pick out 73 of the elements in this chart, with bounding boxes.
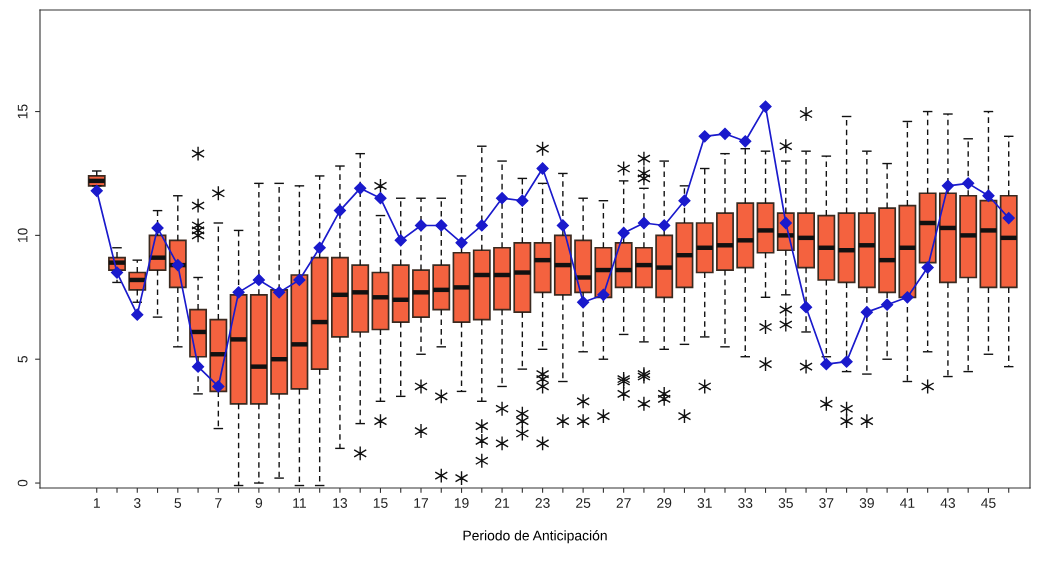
x-tick-label: 21 [495,498,510,508]
point [212,380,225,393]
point [556,219,569,232]
point [313,241,326,254]
x-tick-label: 3 [133,498,141,508]
x-tick-label: 19 [454,498,469,508]
point [1002,211,1015,225]
point [698,130,711,143]
x-axis-title: Periodo de Anticipación [463,530,607,544]
y-tick-label: 5 [17,355,28,363]
point [962,177,975,190]
point [597,288,610,301]
point [739,135,752,148]
point [516,194,529,207]
point [718,127,732,140]
point [435,219,448,232]
x-tick-label: 27 [616,498,631,508]
x-tick-label: 35 [778,498,793,508]
point [799,301,813,314]
x-tick-label: 43 [940,498,956,508]
x-tick-label: 11 [293,498,306,508]
point [536,162,549,175]
point [374,192,387,205]
point [110,266,124,279]
point [90,184,103,197]
y-tick-label: 10 [17,228,28,243]
point [414,219,428,232]
point [273,286,286,299]
point [232,286,245,299]
point [455,236,468,249]
point [333,204,347,217]
point [617,226,630,239]
x-tick-label: 39 [859,498,874,508]
x-tick-label: 33 [738,498,753,508]
x-tick-label: 45 [981,498,996,508]
point [577,296,590,309]
point [191,360,205,373]
x-tick-label: 31 [697,498,712,508]
x-tick-label: 13 [333,498,348,508]
x-tick-label: 9 [255,498,263,508]
point [901,291,914,304]
x-tick-label: 41 [899,498,915,508]
x-tick-label: 1 [93,498,100,508]
point [860,306,873,319]
x-tick-label: 7 [215,498,222,508]
point [252,273,265,287]
point [779,216,792,230]
x-tick-label: 25 [576,498,591,508]
point [881,298,894,311]
x-tick-label: 23 [535,498,550,508]
point [982,189,995,202]
point [475,219,488,232]
point [941,179,955,192]
point [293,273,306,287]
x-tick-label: 5 [174,498,182,508]
point [394,234,407,247]
x-tick-label: 15 [373,498,388,508]
x-tick-label: 17 [414,498,429,508]
point [820,358,833,371]
point [151,221,164,235]
point [840,355,853,368]
point [131,308,144,321]
point [678,194,691,207]
point [921,261,934,274]
y-tick-label: 0 [17,479,28,487]
point [658,219,671,232]
point [495,192,509,205]
point [637,216,651,230]
y-tick-label: 15 [17,104,28,119]
point [354,182,367,195]
x-tick-label: 37 [819,498,834,508]
x-tick-label: 29 [657,498,672,508]
point [759,100,772,113]
